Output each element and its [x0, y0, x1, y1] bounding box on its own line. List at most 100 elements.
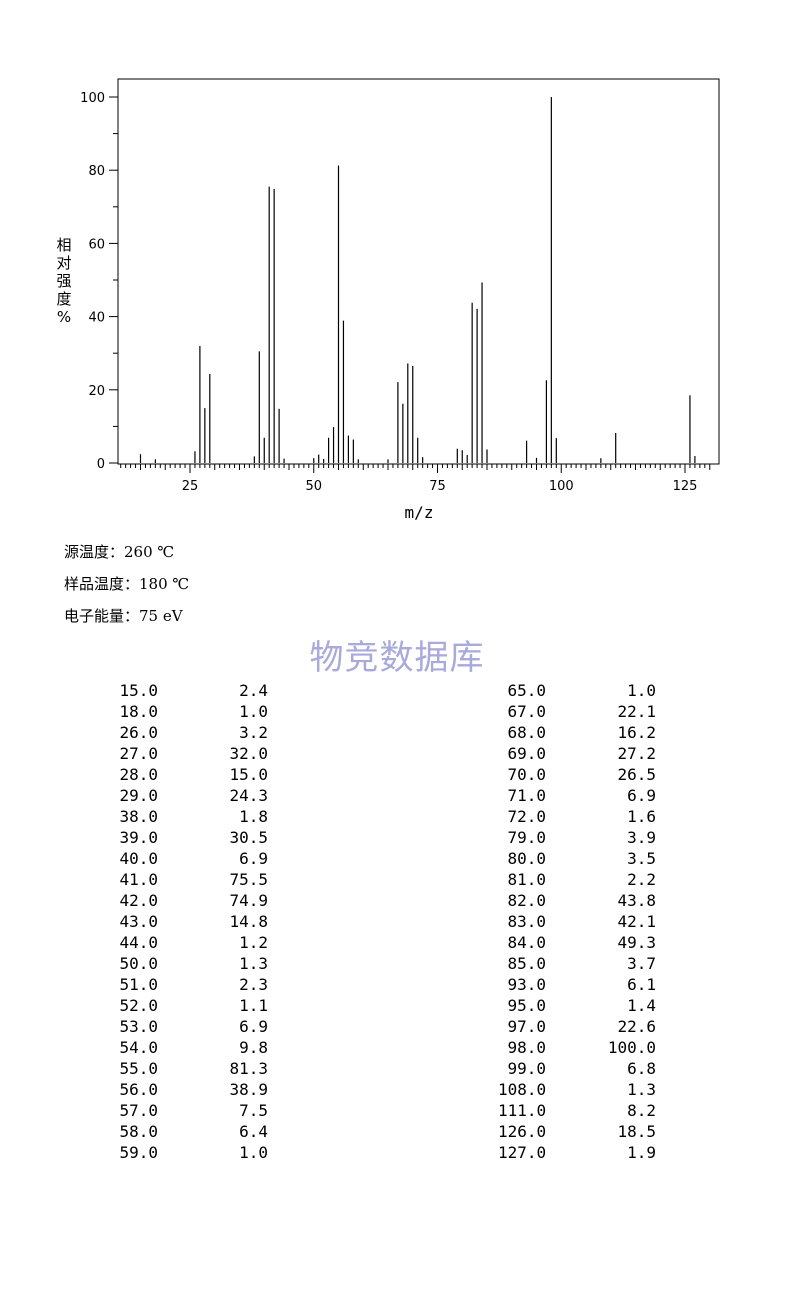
- y-axis-label-char: 强: [56, 272, 71, 290]
- table-row: 70.0 26.5: [498, 764, 656, 785]
- table-row: 40.0 6.9: [110, 848, 268, 869]
- y-tick-label: 100: [80, 91, 105, 106]
- intensity-value: 43.8: [617, 891, 656, 910]
- y-tick-label: 0: [97, 457, 105, 472]
- intensity-value: 2.3: [239, 975, 268, 994]
- table-row: 85.0 3.7: [498, 953, 656, 974]
- table-row: 52.0 1.1: [110, 995, 268, 1016]
- mz-value: 67.0: [507, 702, 546, 721]
- intensity-value: 27.2: [617, 744, 656, 763]
- table-row: 71.0 6.9: [498, 785, 656, 806]
- intensity-value: 16.2: [617, 723, 656, 742]
- table-row: 69.0 27.2: [498, 743, 656, 764]
- table-row: 42.0 74.9: [110, 890, 268, 911]
- mz-value: 108.0: [498, 1080, 547, 1099]
- intensity-value: 6.8: [627, 1059, 656, 1078]
- table-row: 28.0 15.0: [110, 764, 268, 785]
- table-row: 38.0 1.8: [110, 806, 268, 827]
- intensity-value: 24.3: [229, 786, 268, 805]
- mz-value: 72.0: [507, 807, 546, 826]
- peak-table-right: 65.0 1.0 67.0 22.1 68.0 16.2 69.0 27.2 70.0 26.5 7…: [498, 680, 656, 1163]
- table-row: 79.0 3.9: [498, 827, 656, 848]
- x-tick-label: 125: [673, 479, 698, 494]
- intensity-value: 1.0: [239, 702, 268, 721]
- intensity-value: 1.0: [627, 681, 656, 700]
- table-row: 99.0 6.8: [498, 1058, 656, 1079]
- intensity-value: 38.9: [229, 1080, 268, 1099]
- table-row: 55.0 81.3: [110, 1058, 268, 1079]
- intensity-value: 3.5: [627, 849, 656, 868]
- mz-value: 81.0: [507, 870, 546, 889]
- mz-value: 51.0: [119, 975, 158, 994]
- mz-value: 93.0: [507, 975, 546, 994]
- table-row: 50.0 1.3: [110, 953, 268, 974]
- sample-temperature: 样品温度：180 ℃: [64, 575, 190, 593]
- table-row: 43.0 14.8: [110, 911, 268, 932]
- mz-value: 26.0: [119, 723, 158, 742]
- intensity-value: 1.0: [239, 1143, 268, 1162]
- table-row: 95.0 1.4: [498, 995, 656, 1016]
- y-axis-label-char: 相: [56, 236, 71, 254]
- intensity-value: 7.5: [239, 1101, 268, 1120]
- table-row: 67.0 22.1: [498, 701, 656, 722]
- mz-value: 42.0: [119, 891, 158, 910]
- intensity-value: 22.6: [617, 1017, 656, 1036]
- mz-value: 41.0: [119, 870, 158, 889]
- table-row: 65.0 1.0: [498, 680, 656, 701]
- intensity-value: 1.6: [627, 807, 656, 826]
- mz-value: 84.0: [507, 933, 546, 952]
- y-axis-label-char: 对: [56, 254, 71, 272]
- mz-value: 70.0: [507, 765, 546, 784]
- y-tick-label: 60: [88, 237, 105, 252]
- table-row: 84.0 49.3: [498, 932, 656, 953]
- mz-value: 56.0: [119, 1080, 158, 1099]
- intensity-value: 9.8: [239, 1038, 268, 1057]
- intensity-value: 74.9: [229, 891, 268, 910]
- table-row: 98.0 100.0: [498, 1037, 656, 1058]
- intensity-value: 14.8: [229, 912, 268, 931]
- mz-value: 127.0: [498, 1143, 547, 1162]
- mz-value: 15.0: [119, 681, 158, 700]
- mz-value: 111.0: [498, 1101, 547, 1120]
- intensity-value: 1.3: [239, 954, 268, 973]
- x-tick-label: 50: [305, 479, 322, 494]
- table-row: 83.0 42.1: [498, 911, 656, 932]
- table-row: 111.0 8.2: [498, 1100, 656, 1121]
- table-row: 81.0 2.2: [498, 869, 656, 890]
- table-row: 41.0 75.5: [110, 869, 268, 890]
- intensity-value: 18.5: [617, 1122, 656, 1141]
- intensity-value: 6.9: [627, 786, 656, 805]
- table-row: 93.0 6.1: [498, 974, 656, 995]
- mz-value: 99.0: [507, 1059, 546, 1078]
- y-axis-label-char: %: [57, 308, 71, 326]
- table-row: 108.0 1.3: [498, 1079, 656, 1100]
- y-axis-label-char: 度: [56, 290, 71, 308]
- intensity-value: 42.1: [617, 912, 656, 931]
- intensity-value: 100.0: [607, 1038, 656, 1057]
- table-row: 18.0 1.0: [110, 701, 268, 722]
- mz-value: 54.0: [119, 1038, 158, 1057]
- intensity-value: 26.5: [617, 765, 656, 784]
- intensity-value: 6.4: [239, 1122, 268, 1141]
- table-row: 26.0 3.2: [110, 722, 268, 743]
- intensity-value: 2.2: [627, 870, 656, 889]
- mz-value: 43.0: [119, 912, 158, 931]
- plot-frame: [117, 78, 720, 465]
- intensity-value: 1.8: [239, 807, 268, 826]
- mz-value: 65.0: [507, 681, 546, 700]
- table-row: 80.0 3.5: [498, 848, 656, 869]
- table-row: 126.0 18.5: [498, 1121, 656, 1142]
- mz-value: 38.0: [119, 807, 158, 826]
- mz-value: 83.0: [507, 912, 546, 931]
- intensity-value: 1.3: [627, 1080, 656, 1099]
- table-row: 59.0 1.0: [110, 1142, 268, 1163]
- y-axis: 0 20 40 60 80 100: [80, 91, 118, 472]
- mz-value: 59.0: [119, 1143, 158, 1162]
- mz-value: 18.0: [119, 702, 158, 721]
- mz-value: 52.0: [119, 996, 158, 1015]
- intensity-value: 8.2: [627, 1101, 656, 1120]
- table-row: 29.0 24.3: [110, 785, 268, 806]
- mz-value: 95.0: [507, 996, 546, 1015]
- mz-value: 55.0: [119, 1059, 158, 1078]
